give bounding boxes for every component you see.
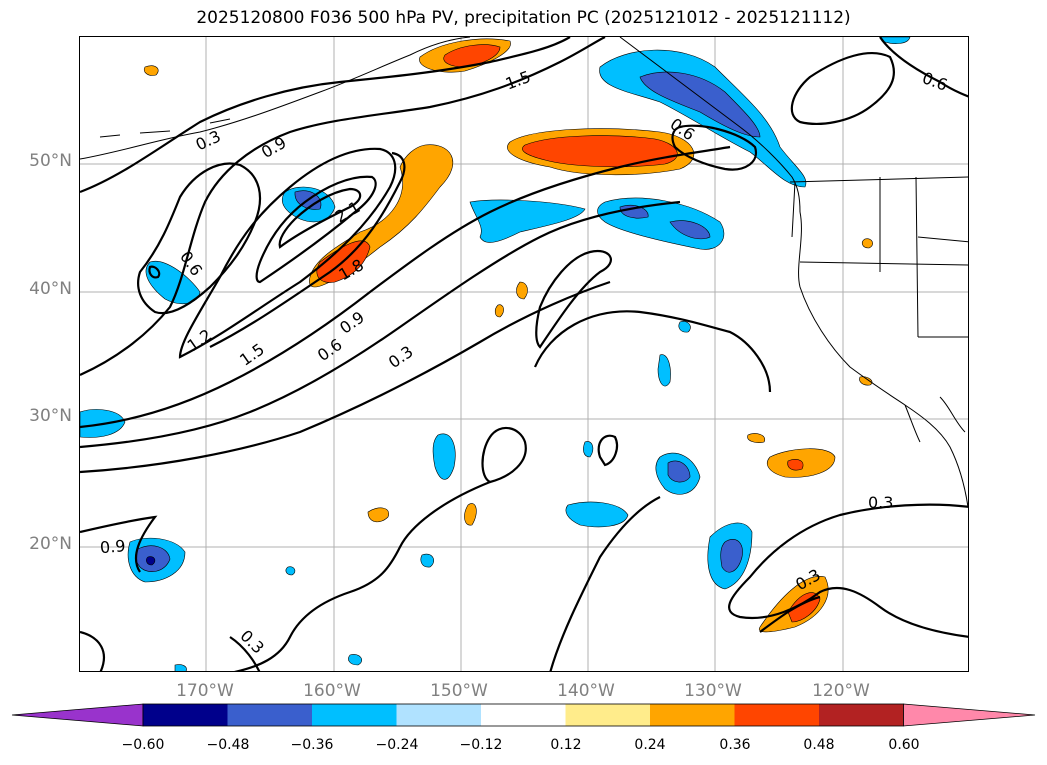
colorbar-tick-label: −0.60 — [121, 737, 165, 753]
colorbar-tick-label: 0.60 — [888, 737, 920, 753]
colorbar-extend-max — [903, 703, 1036, 727]
colorbar-tick-label: −0.48 — [206, 737, 250, 753]
colorbar-segment — [396, 704, 481, 726]
colorbar-tick-label: 0.48 — [803, 737, 835, 753]
lat-label-30n: 30°N — [29, 406, 72, 426]
lon-label-130w: 130°W — [684, 681, 742, 701]
map-canvas: 0.3 0.9 0.6 1.5 0.6 2.1 1.8 1.2 1.5 0.9 … — [80, 37, 968, 671]
colorbar-segment — [312, 704, 397, 726]
colorbar-segment — [481, 704, 566, 726]
contour-label: 0.9 — [336, 307, 368, 337]
lon-label-120w: 120°W — [812, 681, 870, 701]
contour-label: 0.3 — [193, 126, 224, 154]
colorbar-extend-min — [11, 703, 144, 727]
lon-label-160w: 160°W — [303, 681, 361, 701]
coastlines — [80, 37, 968, 508]
lat-label-20n: 20°N — [29, 534, 72, 554]
colorbar-tick-label: −0.24 — [375, 737, 419, 753]
colorbar-segment — [819, 704, 904, 726]
map-panel: 0.3 0.9 0.6 1.5 0.6 2.1 1.8 1.2 1.5 0.9 … — [79, 36, 969, 672]
colorbar-segment — [565, 704, 650, 726]
colorbar-tick-label: −0.12 — [459, 737, 503, 753]
contour-label: 0.9 — [258, 133, 290, 162]
contour-label: 0.3 — [385, 342, 417, 372]
precip-negative — [80, 37, 911, 671]
contour-label: 0.3 — [868, 493, 893, 512]
colorbar-tick-label: 0.36 — [719, 737, 751, 753]
lon-label-170w: 170°W — [176, 681, 234, 701]
colorbar-segments — [11, 703, 1036, 727]
contour-label: 0.6 — [920, 68, 950, 95]
colorbar-segment — [227, 704, 312, 726]
contour-label: 0.6 — [314, 335, 346, 365]
chart-title: 2025120800 F036 500 hPa PV, precipitatio… — [196, 8, 851, 28]
contour-label: 0.3 — [236, 626, 267, 657]
lon-label-150w: 150°W — [430, 681, 488, 701]
lat-label-40n: 40°N — [29, 279, 72, 299]
colorbar-tick-label: 0.12 — [550, 737, 582, 753]
contour-label: 1.5 — [503, 67, 533, 94]
colorbar-segment — [734, 704, 819, 726]
contour-label: 0.9 — [99, 536, 126, 557]
lat-label-50n: 50°N — [29, 151, 72, 171]
colorbar-tick-label: 0.24 — [634, 737, 666, 753]
colorbar — [11, 703, 1036, 727]
colorbar-segment — [143, 704, 228, 726]
colorbar-segment — [650, 704, 735, 726]
lon-label-140w: 140°W — [557, 681, 615, 701]
pv-contours — [80, 37, 968, 671]
colorbar-tick-label: −0.36 — [290, 737, 334, 753]
